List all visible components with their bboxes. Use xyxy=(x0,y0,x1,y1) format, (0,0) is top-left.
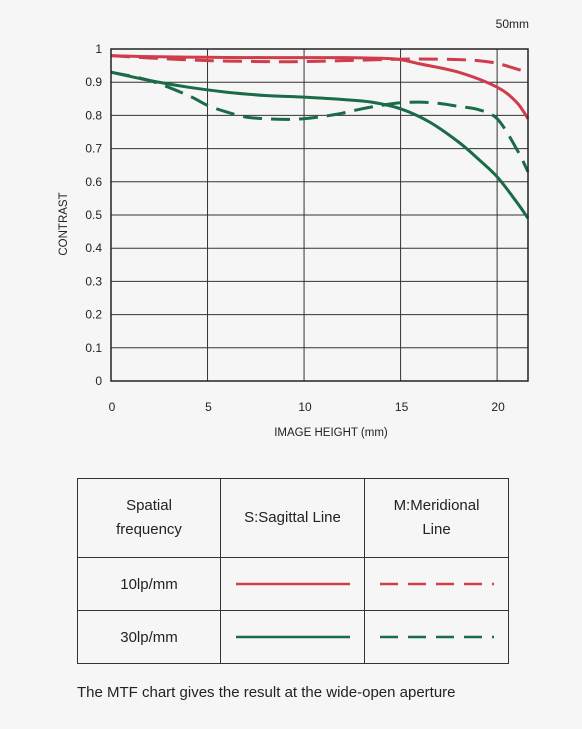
y-tick-label: 0 xyxy=(95,374,102,388)
legend-header-meridional-line1: M:Meridional xyxy=(393,497,480,514)
legend-row-label: 10lp/mm xyxy=(77,557,221,611)
y-tick-label: 0.5 xyxy=(85,208,102,222)
x-tick-label: 10 xyxy=(298,400,312,414)
y-tick-label: 1 xyxy=(95,42,102,56)
legend-sample-30lp-sagittal xyxy=(220,610,365,664)
y-tick-label: 0.8 xyxy=(85,108,102,122)
series-line-30lp-mm-meridional xyxy=(110,70,530,173)
legend-row-label: 30lp/mm xyxy=(77,610,221,664)
x-tick-label: 0 xyxy=(109,400,116,414)
legend-header-row: Spatial frequency S:Sagittal Line M:Meri… xyxy=(77,478,509,558)
x-tick-labels: 0 5 10 15 20 xyxy=(109,400,505,414)
footnote: The MTF chart gives the result at the wi… xyxy=(77,684,456,701)
legend-table: Spatial frequency S:Sagittal Line M:Meri… xyxy=(77,478,509,664)
y-axis-label: CONTRAST xyxy=(58,192,70,255)
plot-frame xyxy=(110,48,529,382)
y-tick-label: 0.7 xyxy=(85,142,102,156)
legend-header-frequency-line2: frequency xyxy=(116,521,182,538)
x-axis-label: IMAGE HEIGHT (mm) xyxy=(274,427,388,439)
mtf-chart: 50mm 0 0.1 0.2 0.3 0.4 0.5 0.6 0.7 0.8 0.9 1 0 5 10 1… xyxy=(58,17,530,439)
series-line-10lp-mm-sagittal xyxy=(110,54,530,120)
legend-row-10lp: 10lp/mm xyxy=(77,557,509,611)
x-tick-label: 5 xyxy=(205,400,212,414)
legend-header-meridional: M:Meridional Line xyxy=(364,478,509,558)
y-tick-label: 0.1 xyxy=(85,341,102,355)
legend-sample-30lp-meridional xyxy=(364,610,509,664)
legend-header-sagittal: S:Sagittal Line xyxy=(220,478,365,558)
gridlines xyxy=(111,49,528,381)
series-line-30lp-mm-sagittal xyxy=(110,70,530,220)
chart-title: 50mm xyxy=(496,17,529,31)
legend-row-30lp: 30lp/mm xyxy=(77,610,509,664)
y-tick-label: 0.3 xyxy=(85,274,102,288)
y-tick-label: 0.6 xyxy=(85,175,102,189)
y-tick-labels: 0 0.1 0.2 0.3 0.4 0.5 0.6 0.7 0.8 0.9 1 xyxy=(85,42,102,388)
series-lines xyxy=(110,54,530,220)
y-tick-label: 0.9 xyxy=(85,75,102,89)
y-tick-label: 0.2 xyxy=(85,308,102,322)
legend-sample-10lp-meridional xyxy=(364,557,509,611)
y-tick-label: 0.4 xyxy=(85,241,102,255)
legend-header-frequency: Spatial frequency xyxy=(77,478,221,558)
x-tick-label: 20 xyxy=(491,400,505,414)
series-line-10lp-mm-meridional xyxy=(110,54,529,74)
legend-header-meridional-line2: Line xyxy=(422,521,451,538)
x-tick-label: 15 xyxy=(395,400,409,414)
legend-sample-10lp-sagittal xyxy=(220,557,365,611)
legend-header-frequency-line1: Spatial xyxy=(126,497,172,514)
